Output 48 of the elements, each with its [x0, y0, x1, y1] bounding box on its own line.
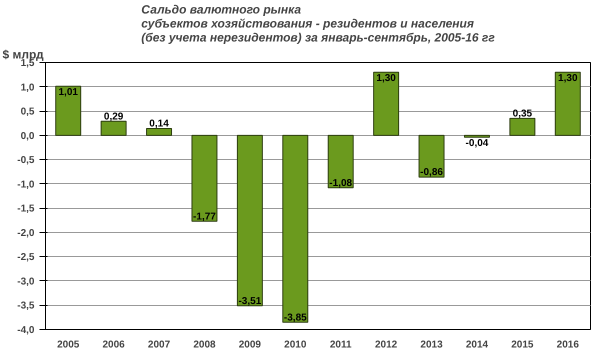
data-label: 0,29 — [104, 111, 124, 122]
data-label: -0,04 — [466, 138, 489, 150]
x-tick-label: 2005 — [57, 340, 80, 350]
x-tick-label: 2011 — [330, 340, 352, 350]
chart-title: Сальдо валютного рынка субъектов хозяйствования - резидентов и населения (без учета нерезидентов) за январь-сентябрь, 2005-16 гг — [141, 2, 496, 44]
bar — [191, 134, 218, 222]
data-label: 1,30 — [558, 73, 578, 84]
data-label: -1,77 — [193, 211, 216, 222]
bar — [282, 134, 308, 323]
y-tick-label: 1,0 — [20, 82, 35, 94]
bar — [328, 134, 354, 188]
x-tick-label: 2014 — [466, 340, 489, 350]
bar — [146, 128, 172, 136]
y-tick-label: -3,0 — [17, 276, 35, 288]
x-tick-label: 2012 — [375, 340, 398, 350]
bar — [418, 134, 445, 178]
x-tick-label: 2006 — [102, 340, 126, 350]
bar — [55, 86, 82, 136]
bar — [100, 120, 127, 136]
data-label: 1,01 — [58, 87, 78, 98]
data-label: 1,30 — [376, 73, 396, 84]
y-tick-label: -1,0 — [17, 179, 35, 190]
y-tick-label: -2,0 — [17, 228, 35, 239]
data-label: 0,14 — [149, 118, 170, 130]
y-axis-title: $ млрд — [2, 48, 44, 62]
x-tick-label: 2016 — [556, 340, 580, 350]
x-tick-label: 2009 — [238, 340, 262, 350]
bar — [554, 72, 581, 136]
bar — [509, 118, 536, 136]
data-label: 0,35 — [512, 108, 533, 120]
y-tick-label: -4,0 — [17, 325, 35, 336]
y-tick-label: 0,5 — [20, 106, 35, 118]
bar — [373, 72, 400, 136]
data-label: -3,85 — [284, 312, 308, 324]
x-tick-label: 2015 — [511, 340, 534, 350]
y-tick-label: 0,0 — [20, 130, 35, 142]
y-tick-label: -2,5 — [17, 252, 35, 264]
data-label: -0,86 — [420, 167, 444, 178]
y-tick-label: -0,5 — [17, 155, 35, 166]
data-label: -1,08 — [329, 178, 353, 189]
x-tick-label: 2008 — [193, 340, 216, 350]
x-tick-label: 2013 — [420, 340, 444, 350]
y-tick-label: -3,5 — [17, 300, 35, 312]
x-tick-label: 2007 — [148, 340, 171, 350]
data-label: -3,51 — [238, 296, 262, 307]
bar — [236, 134, 263, 306]
y-tick-label: -1,5 — [17, 204, 35, 215]
x-tick-label: 2010 — [284, 340, 307, 350]
